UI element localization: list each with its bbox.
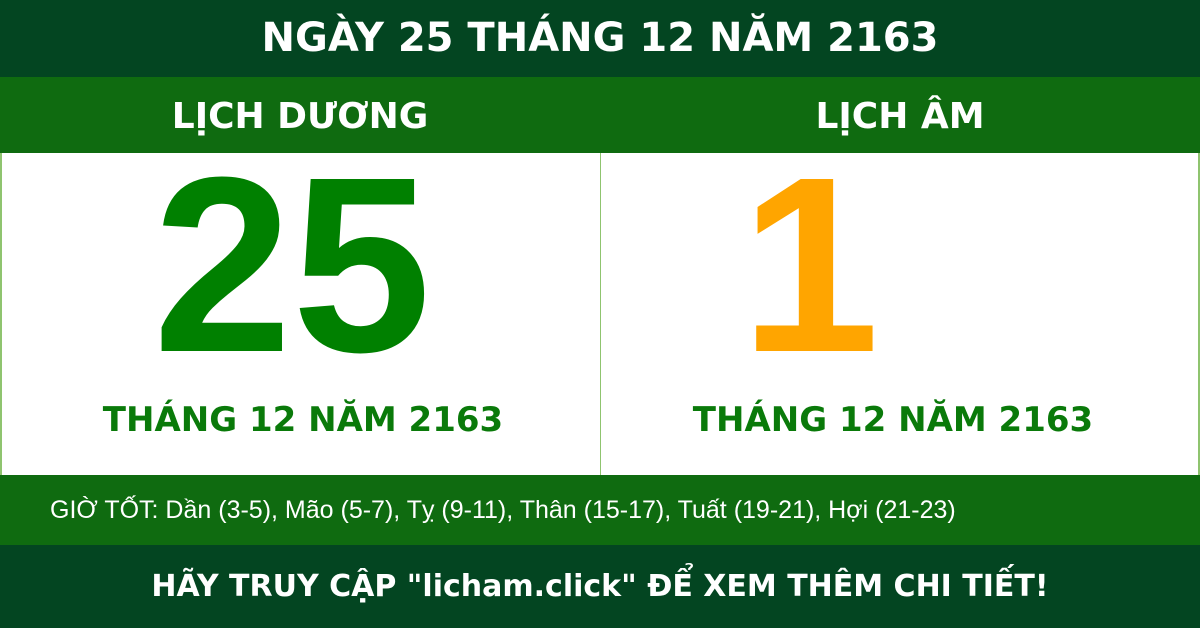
calendar-headers: LỊCH DƯƠNG LỊCH ÂM [0, 77, 1200, 153]
divider [600, 153, 601, 475]
solar-month-year: THÁNG 12 NĂM 2163 [102, 400, 504, 440]
lunar-heading: LỊCH ÂM [815, 96, 985, 137]
solar-heading: LỊCH DƯƠNG [171, 96, 429, 137]
good-hours: GIỜ TỐT: Dần (3-5), Mão (5-7), Tỵ (9-11)… [0, 475, 1200, 545]
solar-day: 25 [152, 125, 432, 404]
footer-cta: HÃY TRUY CẬP "licham.click" ĐỂ XEM THÊM … [0, 545, 1200, 628]
page-title: NGÀY 25 THÁNG 12 NĂM 2163 [0, 0, 1200, 77]
lunar-month-year: THÁNG 12 NĂM 2163 [692, 400, 1094, 440]
lunar-day: 1 [740, 125, 880, 404]
